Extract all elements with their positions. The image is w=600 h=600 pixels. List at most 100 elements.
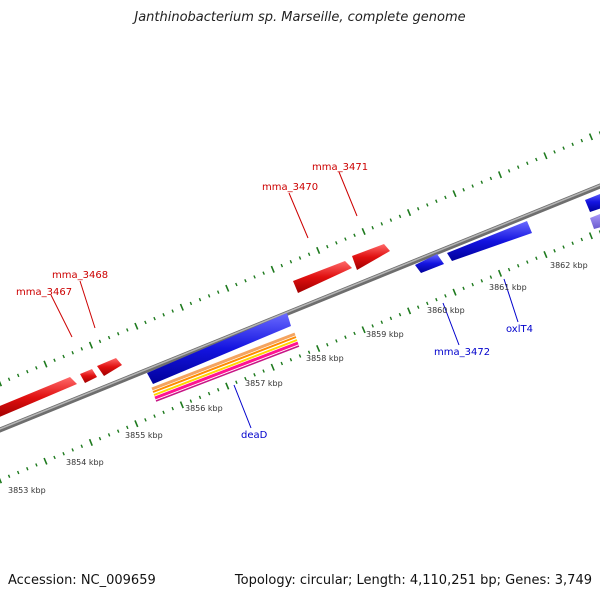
genome-backbone-highlight xyxy=(0,184,600,430)
kbp-scale-labels: 3853 kbp 3854 kbp 3855 kbp 3856 kbp 3857… xyxy=(8,261,588,495)
scale-tick xyxy=(389,218,393,222)
scale-tick xyxy=(452,288,457,296)
scale-tick xyxy=(526,260,529,264)
scale-tick xyxy=(535,256,538,261)
scale-tick xyxy=(480,180,484,184)
outer-tick-track xyxy=(0,131,600,387)
gene-oxlT4[interactable] xyxy=(447,221,532,261)
scale-tick xyxy=(571,241,574,246)
gene-deaD-block[interactable] xyxy=(147,313,291,384)
gene-edge-purple[interactable] xyxy=(590,212,600,229)
scale-tick xyxy=(389,316,393,321)
scale-tick xyxy=(116,429,120,433)
scale-tick xyxy=(253,275,256,279)
scale-tick xyxy=(53,455,56,460)
scale-tick xyxy=(407,307,412,315)
gene-mma_3470[interactable] xyxy=(293,261,352,293)
scale-tick xyxy=(562,245,565,249)
scale-tick xyxy=(562,146,565,150)
scale-tick xyxy=(298,354,302,358)
scale-tick xyxy=(471,282,474,287)
scale-tick xyxy=(371,225,374,230)
scale-tick xyxy=(426,301,429,306)
scale-tick xyxy=(444,294,447,298)
scale-tick xyxy=(280,263,284,268)
gene-mma_3466[interactable] xyxy=(0,377,77,418)
scale-tick xyxy=(435,297,438,302)
scale-tick xyxy=(353,233,356,237)
scale-tick xyxy=(198,297,202,302)
scale-tick xyxy=(98,339,102,344)
scale-tick xyxy=(435,199,438,203)
scale-tick xyxy=(171,406,174,411)
scale-tick xyxy=(207,294,211,298)
gene-mma_3472[interactable] xyxy=(415,254,444,273)
scale-tick xyxy=(289,358,293,362)
scale-tick xyxy=(107,335,111,340)
gene-label-mma_3472: mma_3472 xyxy=(434,347,490,358)
reverse-genes xyxy=(147,192,600,384)
scale-tick xyxy=(316,344,321,353)
kbp-label: 3860 kbp xyxy=(427,306,465,315)
scale-tick xyxy=(316,246,321,255)
scale-tick xyxy=(426,203,429,207)
scale-tick xyxy=(98,436,102,441)
scale-tick xyxy=(262,271,265,275)
gene-label-mma_3467: mma_3467 xyxy=(16,287,72,298)
scale-tick xyxy=(471,184,474,188)
scale-tick xyxy=(153,414,156,418)
scale-tick xyxy=(452,190,457,198)
gene-label-deaD: deaD xyxy=(241,430,268,441)
scale-tick xyxy=(307,350,311,354)
scale-tick xyxy=(0,380,3,387)
scale-tick xyxy=(35,366,38,370)
gene-label-mma_3468: mma_3468 xyxy=(52,270,108,281)
scale-tick xyxy=(71,448,74,452)
scale-tick xyxy=(179,401,184,409)
gene-mma_3471[interactable] xyxy=(352,244,390,270)
scale-tick xyxy=(270,265,275,273)
scale-tick xyxy=(344,237,347,241)
scale-tick xyxy=(134,322,139,330)
scale-tick xyxy=(116,332,120,336)
scale-tick xyxy=(489,176,493,181)
genome-backbone xyxy=(0,183,600,433)
gene-mma_3468[interactable] xyxy=(97,358,122,376)
rna-feature-band[interactable] xyxy=(151,332,300,402)
gene-label-mma_3470: mma_3470 xyxy=(262,182,318,193)
scale-tick xyxy=(507,169,511,173)
scale-tick xyxy=(189,399,193,403)
scale-tick xyxy=(253,373,256,377)
map-title: Janthinobacterium sp. Marseille, complet… xyxy=(134,10,466,25)
gene-mma_3467[interactable] xyxy=(80,369,97,383)
scale-tick xyxy=(497,171,503,179)
genome-info-text: Topology: circular; Length: 4,110,251 bp… xyxy=(234,573,592,588)
scale-tick xyxy=(270,363,275,371)
scale-tick xyxy=(416,207,420,211)
scale-tick xyxy=(507,267,511,272)
scale-tick xyxy=(162,313,165,317)
kbp-label: 3861 kbp xyxy=(489,283,527,292)
scale-tick xyxy=(179,303,184,311)
scale-tick xyxy=(462,188,465,192)
scale-tick xyxy=(53,358,56,362)
scale-tick xyxy=(307,252,311,256)
scale-tick xyxy=(571,142,574,147)
scale-tick xyxy=(80,444,84,448)
scale-tick xyxy=(416,305,420,309)
scale-tick xyxy=(0,477,3,484)
scale-tick xyxy=(580,237,584,242)
scale-tick xyxy=(216,388,220,392)
scale-tick xyxy=(7,377,11,381)
scale-tick xyxy=(216,290,220,294)
scale-tick xyxy=(7,474,11,478)
scale-tick xyxy=(126,328,129,332)
scale-tick xyxy=(289,260,293,264)
inner-tick-track xyxy=(0,230,600,484)
gene-edge-blue[interactable] xyxy=(585,192,600,212)
scale-tick xyxy=(80,347,84,351)
scale-tick xyxy=(71,350,74,355)
scale-tick xyxy=(280,361,284,366)
scale-tick xyxy=(535,157,538,162)
